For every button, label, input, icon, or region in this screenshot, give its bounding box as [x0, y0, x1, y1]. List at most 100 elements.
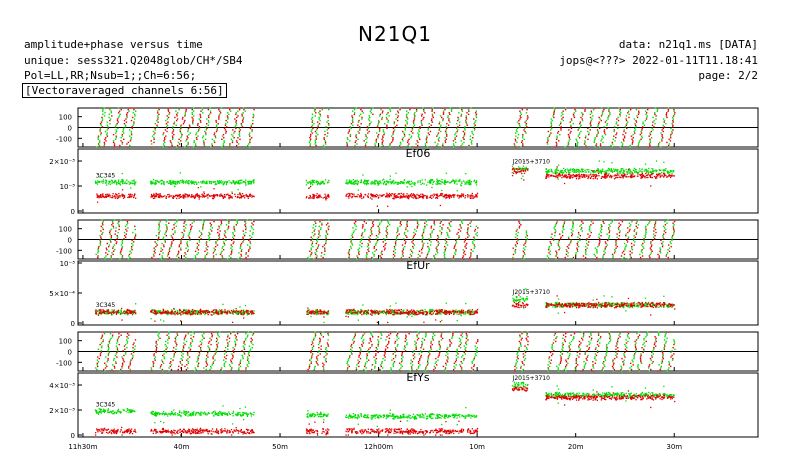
phase-point — [162, 146, 164, 148]
phase-point — [522, 133, 524, 136]
phase-point — [589, 113, 592, 116]
phase-point — [320, 227, 322, 229]
amplitude-point — [556, 177, 559, 179]
amplitude-point — [313, 179, 315, 182]
phase-point — [635, 119, 637, 122]
amplitude-point — [353, 195, 355, 197]
amplitude-point — [239, 179, 241, 182]
amplitude-point — [646, 171, 648, 173]
amplitude-point — [153, 193, 155, 196]
phase-point — [368, 250, 370, 252]
amplitude-point — [227, 193, 229, 195]
amplitude-point — [176, 183, 179, 185]
phase-point — [418, 130, 421, 133]
amplitude-point — [564, 175, 566, 177]
phase-point — [97, 255, 99, 257]
amplitude-point — [355, 182, 357, 185]
phase-point — [208, 113, 211, 116]
phase-point — [663, 227, 666, 229]
phase-point — [659, 249, 662, 251]
amplitude-point — [605, 176, 607, 178]
phase-point — [197, 249, 200, 251]
amplitude-point — [167, 182, 170, 185]
amplitude-point — [360, 194, 362, 196]
phase-point — [470, 219, 472, 221]
phase-point — [564, 107, 567, 109]
phase-point — [460, 144, 462, 147]
phase-point — [231, 133, 233, 136]
phase-point — [431, 113, 434, 116]
amplitude-point — [657, 175, 659, 177]
phase-point — [209, 228, 212, 231]
phase-point — [213, 220, 215, 223]
phase-point — [224, 230, 226, 232]
phase-point — [611, 220, 613, 223]
amplitude-point — [399, 182, 402, 185]
phase-point — [125, 121, 128, 123]
phase-point — [599, 230, 602, 232]
phase-point — [462, 255, 465, 257]
amplitude-point — [326, 195, 329, 197]
amplitude-point — [458, 197, 460, 199]
phase-point — [419, 255, 421, 257]
amplitude-point — [155, 183, 157, 185]
amplitude-point — [370, 183, 372, 185]
phase-point — [184, 112, 187, 114]
amplitude-point — [153, 195, 156, 198]
phase-point — [183, 225, 185, 228]
phase-point — [607, 227, 610, 229]
amplitude-point — [405, 195, 407, 197]
phase-point — [672, 121, 674, 123]
amplitude-point — [325, 199, 327, 201]
phase-point — [356, 143, 358, 145]
phase-point — [406, 113, 408, 116]
phase-point — [371, 256, 373, 259]
amplitude-point — [200, 181, 202, 183]
phase-point — [222, 241, 225, 243]
phase-point — [466, 124, 468, 126]
phase-point — [183, 230, 186, 232]
phase-point — [327, 116, 329, 119]
phase-point — [671, 236, 673, 238]
phase-point — [397, 228, 399, 231]
phase-point — [554, 225, 556, 228]
phase-point — [188, 133, 190, 136]
phase-point — [347, 252, 350, 254]
phase-point — [127, 227, 129, 229]
phase-point — [191, 112, 193, 114]
phase-point — [455, 127, 458, 130]
phase-point — [184, 115, 186, 117]
phase-point — [233, 227, 235, 229]
phase-point — [355, 140, 357, 142]
phase-point — [166, 225, 168, 228]
amplitude-point — [122, 195, 124, 197]
amplitude-point — [313, 196, 315, 198]
phase-point — [475, 116, 478, 119]
amplitude-point — [670, 170, 672, 173]
phase-point — [596, 250, 598, 252]
phase-point — [431, 118, 433, 120]
phase-ytick-label: -100 — [56, 247, 72, 255]
phase-point — [520, 141, 523, 144]
phase-point — [245, 228, 247, 231]
phase-point — [629, 224, 632, 226]
phase-point — [516, 238, 519, 240]
amplitude-point — [114, 311, 116, 314]
phase-point — [166, 130, 168, 133]
phase-point — [327, 227, 329, 229]
phase-point — [128, 110, 130, 112]
phase-point — [668, 250, 671, 252]
phase-point — [315, 138, 317, 140]
amplitude-point — [226, 181, 228, 183]
phase-point — [195, 133, 197, 136]
phase-point — [192, 121, 194, 123]
phase-point — [670, 127, 672, 130]
phase-point — [187, 245, 189, 248]
amplitude-point — [367, 195, 369, 198]
amplitude-point — [470, 183, 472, 185]
phase-point — [435, 253, 437, 256]
phase-point — [196, 124, 199, 126]
amplitude-point — [311, 182, 313, 184]
phase-point — [188, 236, 191, 238]
amplitude-point — [99, 196, 101, 198]
